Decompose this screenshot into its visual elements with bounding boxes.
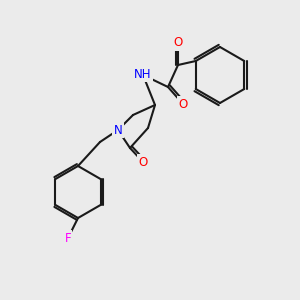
Text: N: N — [114, 124, 122, 136]
Text: O: O — [178, 98, 188, 110]
Text: F: F — [65, 232, 71, 244]
Text: NH: NH — [134, 68, 152, 80]
Text: O: O — [173, 37, 183, 50]
Text: O: O — [138, 155, 148, 169]
